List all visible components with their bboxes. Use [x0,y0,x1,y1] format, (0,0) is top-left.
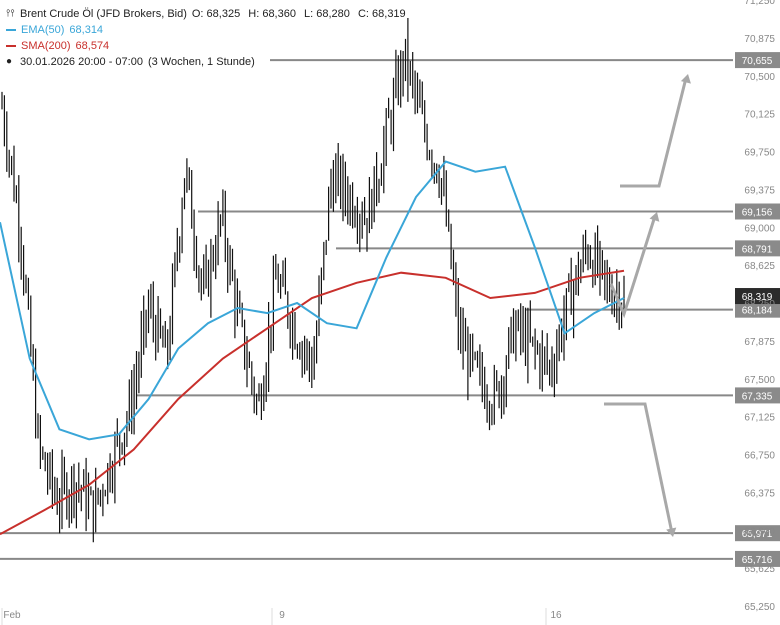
y-tick-label: 69,000 [744,223,775,234]
y-tick-label: 70,875 [744,34,775,45]
level-tag [735,525,780,542]
y-tick-label: 65,250 [744,602,775,613]
timeframe-text: (3 Wochen, 1 Stunde) [147,56,255,68]
y-tick-label: 69,375 [744,185,775,196]
high-value: H: 68,360 [248,8,296,20]
level-tag-label: 68,184 [742,306,773,317]
y-tick-label: 69,750 [744,148,775,159]
scenario-arrows [604,74,691,537]
level-tag [735,52,780,69]
level-tag-label: 68,791 [742,244,773,255]
legend-period-row: ● 30.01.2026 20:00 - 07:00 (3 Wochen, 1 … [6,54,406,70]
y-tick-label: 70,125 [744,110,775,121]
y-tick-label: 68,250 [744,299,775,310]
ema-line [0,160,625,441]
y-tick-label: 68,625 [744,261,775,272]
level-tag-label: 65,716 [742,555,773,566]
current-price-label: 68,319 [742,292,773,303]
y-tick-label: 66,000 [744,526,775,537]
ema-label: EMA(50) [21,24,65,36]
bullish-arrow [609,215,657,319]
x-axis: Feb 9 16 [1,608,562,625]
level-tag [735,240,780,257]
x-tick-label: 16 [550,610,562,621]
y-tick-label: 67,125 [744,413,775,424]
y-tick-label: 67,500 [744,375,775,386]
chart-legend: ⫯⫯ Brent Crude Öl (JFD Brokers, Bid) O: … [6,6,406,70]
sma-label: SMA(200) [21,40,71,52]
level-tag [735,301,780,318]
legend-ema-row: EMA(50) 68,314 [6,22,406,38]
period-text: 30.01.2026 20:00 - 07:00 [20,56,143,68]
level-tag [735,203,780,220]
sma-swatch [6,45,16,47]
ema-value: 68,314 [69,24,104,36]
current-price-tag [735,288,780,305]
price-series [1,18,625,543]
level-tag-label: 70,655 [742,56,773,67]
y-tick-label: 66,375 [744,488,775,499]
y-tick-label: 70,500 [744,72,775,83]
moving-averages [0,160,625,536]
close-value: C: 68,319 [357,8,406,20]
bearish-arrowhead [666,527,677,537]
bullish-arrowhead [649,212,660,222]
ohlc-values: O: 68,325 H: 68,360 L: 68,280 C: 68,319 [187,6,406,22]
instrument-name: Brent Crude Öl (JFD Brokers, Bid) [20,8,187,20]
level-tag [735,550,780,567]
y-tick-label: 71,250 [744,0,775,7]
bearish-arrow [604,402,674,534]
support-resistance-levels: 70,655 69,156 68,791 68,184 67,335 65,971 65,7… [0,52,780,567]
level-tag-label: 67,335 [742,391,773,402]
level-tag [735,387,780,404]
level-tag-label: 65,971 [742,529,773,540]
sma-value: 68,574 [75,40,110,52]
x-tick-label: Feb [3,610,21,621]
sma-line [0,269,625,536]
candles-icon: ⫯⫯ [6,8,15,19]
bullish-arrowhead [680,74,691,84]
y-tick-label: 67,875 [744,337,775,348]
bullish-arrow [620,77,688,188]
x-tick-label: 9 [279,610,285,621]
y-axis: 71,250 70,875 70,500 70,125 69,750 69,375 69,0… [744,0,775,613]
open-value: O: 68,325 [191,8,241,20]
y-tick-label: 66,750 [744,451,775,462]
bullet-icon: ● [6,56,13,67]
legend-sma-row: SMA(200) 68,574 [6,38,406,54]
low-value: L: 68,280 [304,8,350,20]
level-tag-label: 69,156 [742,207,773,218]
ema-swatch [6,29,16,31]
price-bars [1,18,625,543]
legend-instrument-row: ⫯⫯ Brent Crude Öl (JFD Brokers, Bid) O: … [6,6,406,22]
y-tick-label: 65,625 [744,564,775,575]
